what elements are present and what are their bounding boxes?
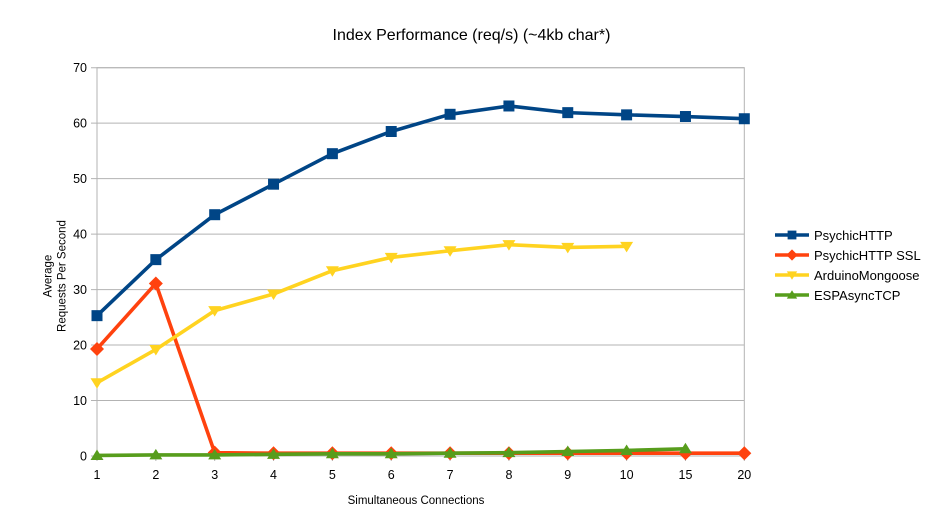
psychichttp-marker <box>385 125 397 137</box>
x-tick-label: 3 <box>211 468 218 482</box>
psychichttp-line <box>95 104 747 318</box>
espasynctcp-marker <box>384 447 398 459</box>
psychichttp-legend-sample <box>775 230 809 240</box>
psychichttp-marker <box>503 100 515 112</box>
legend: PsychicHTTP PsychicHTTP SSL ArduinoMongoos… <box>775 225 921 305</box>
y-tick-label: 70 <box>73 61 87 75</box>
x-tick-label: 9 <box>564 468 571 482</box>
x-tick-label: 7 <box>447 468 454 482</box>
arduinomongoose-marker <box>208 306 222 317</box>
x-tick-label: 8 <box>505 468 512 482</box>
espasynctcp-marker <box>90 449 104 460</box>
espasynctcp-marker <box>267 448 281 459</box>
legend-label-arduinomongoose: ArduinoMongoose <box>814 267 920 283</box>
espasynctcp-marker <box>678 442 692 454</box>
y-tick-label: 20 <box>73 339 87 353</box>
arduinomongoose-marker <box>325 266 339 277</box>
arduinomongoose-marker <box>443 246 457 257</box>
espasynctcp-marker <box>325 447 339 459</box>
espasynctcp-legend-marker-icon <box>786 290 798 299</box>
x-axis-title: Simultaneous Connections <box>347 495 485 507</box>
psychichttp-marker <box>738 113 750 125</box>
arduinomongoose-marker <box>502 240 516 251</box>
arduinomongoose-marker <box>384 252 398 264</box>
x-tick-label: 5 <box>329 468 336 482</box>
arduinomongoose-legend-sample <box>775 271 809 280</box>
psychichttp-legend-marker-icon <box>787 230 797 240</box>
arduinomongoose-marker <box>267 289 281 301</box>
espasynctcp-legend-sample <box>775 290 809 299</box>
legend-label-psychichttp-ssl: PsychicHTTP SSL <box>814 247 921 263</box>
plot-border <box>96 67 745 457</box>
espasynctcp-marker <box>443 447 457 458</box>
y-tick-label: 60 <box>73 117 87 131</box>
x-tick-label: 10 <box>620 468 634 482</box>
y-tick-label: 10 <box>73 394 87 408</box>
x-tick-label: 4 <box>270 468 277 482</box>
espasynctcp-marker <box>149 448 163 460</box>
espasynctcp-marker <box>620 444 634 455</box>
chart-title: Index Performance (req/s) (~4kb char*) <box>332 27 611 44</box>
x-tick-label: 1 <box>94 468 101 482</box>
psychichttp-ssl-legend-sample <box>775 249 809 261</box>
psychichttp-marker <box>91 310 103 322</box>
psychichttp-marker <box>562 107 574 119</box>
x-tick-label: 6 <box>388 468 395 482</box>
psychichttp-ssl-legend-marker-icon <box>786 249 798 261</box>
legend-item-arduinomongoose: ArduinoMongoose <box>775 265 921 285</box>
psychichttp-ssl-marker <box>90 341 104 356</box>
psychichttp-marker <box>444 108 456 120</box>
psychichttp-marker <box>679 111 691 123</box>
arduinomongoose-legend-marker-icon <box>786 271 798 280</box>
x-tick-label: 20 <box>737 468 751 482</box>
legend-item-psychichttp: PsychicHTTP <box>775 225 921 245</box>
espasynctcp-marker <box>208 448 222 460</box>
legend-item-psychichttp-ssl: PsychicHTTP SSL <box>775 245 921 265</box>
psychichttp-ssl-marker <box>737 446 752 461</box>
psychichttp-ssl-marker <box>148 276 163 291</box>
x-tick-label: 2 <box>152 468 159 482</box>
arduinomongoose-marker <box>149 344 163 356</box>
legend-item-espasynctcp: ESPAsyncTCP <box>775 285 921 305</box>
y-tick-label: 40 <box>73 228 87 242</box>
arduinomongoose-marker <box>561 242 575 254</box>
psychichttp-ssl-line <box>95 281 747 456</box>
psychichttp-marker <box>326 148 338 160</box>
psychichttp-marker <box>268 178 280 190</box>
x-tick-label: 15 <box>679 468 693 482</box>
psychichttp-marker <box>621 109 633 121</box>
legend-label-psychichttp: PsychicHTTP <box>814 227 893 243</box>
espasynctcp-marker <box>502 446 516 458</box>
arduinomongoose-marker <box>620 241 634 253</box>
arduinomongoose-marker <box>90 378 104 389</box>
y-tick-label: 0 <box>80 450 87 464</box>
y-tick-label: 30 <box>73 283 87 297</box>
psychichttp-marker <box>150 254 162 266</box>
legend-label-espasynctcp: ESPAsyncTCP <box>814 287 901 303</box>
espasynctcp-marker <box>561 445 575 457</box>
y-tick-label: 50 <box>73 172 87 186</box>
psychichttp-marker <box>209 209 221 221</box>
arduinomongoose-line <box>95 242 629 385</box>
